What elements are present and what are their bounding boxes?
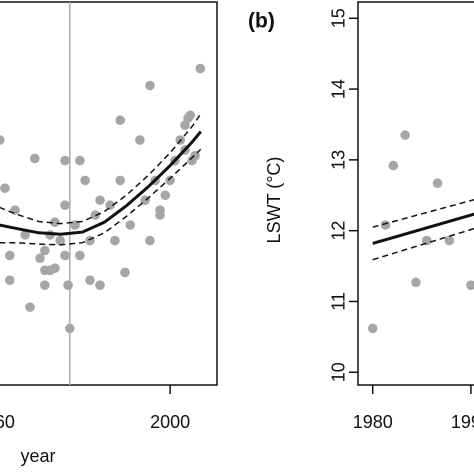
data-point	[388, 160, 399, 171]
y-tick-label: 10	[329, 362, 349, 382]
data-point	[421, 235, 432, 246]
data-point	[4, 250, 15, 261]
data-point	[367, 323, 378, 334]
lower-ci	[372, 227, 474, 261]
data-point	[466, 280, 474, 290]
panel-label: (b)	[248, 10, 275, 33]
data-point	[135, 135, 145, 145]
data-point	[400, 130, 410, 140]
data-point	[0, 135, 5, 145]
data-point	[85, 275, 95, 286]
data-point	[145, 235, 155, 246]
data-point	[105, 200, 115, 210]
plot-frame	[0, 1, 218, 386]
data-point	[20, 230, 30, 240]
data-point	[75, 250, 85, 261]
data-point	[115, 175, 125, 186]
y-tick-label: 15	[329, 8, 349, 28]
data-point	[40, 245, 50, 256]
data-point	[125, 220, 136, 230]
y-axis-label: LSWT (°C)	[264, 157, 284, 244]
data-point	[165, 175, 175, 186]
data-point	[115, 115, 125, 126]
data-point	[95, 195, 105, 206]
data-point	[50, 217, 60, 227]
data-point	[411, 277, 421, 288]
y-tick-label: 13	[329, 150, 349, 170]
data-point	[65, 323, 75, 334]
data-point	[60, 155, 70, 166]
data-point	[120, 267, 130, 278]
upper-ci	[372, 198, 474, 228]
y-tick-label: 12	[329, 221, 349, 241]
fit-line	[372, 212, 474, 245]
data-point	[195, 63, 206, 74]
data-point	[160, 190, 171, 201]
data-point	[60, 250, 70, 261]
plot-frame	[357, 1, 474, 386]
data-point	[444, 235, 455, 246]
data-point	[0, 183, 10, 193]
data-point	[4, 275, 15, 286]
data-point	[185, 110, 196, 121]
fit-line	[0, 130, 202, 236]
data-point	[10, 205, 20, 215]
data-point	[432, 178, 443, 189]
data-point	[60, 200, 70, 210]
data-point	[50, 263, 60, 273]
data-point	[40, 280, 50, 290]
data-point	[75, 155, 85, 166]
x-tick-label: 1980	[353, 412, 393, 432]
upper-ci	[0, 113, 202, 225]
y-tick-label: 11	[329, 292, 349, 311]
data-point	[155, 205, 165, 215]
data-point	[55, 235, 65, 246]
x-axis-label: year	[20, 446, 55, 466]
data-point	[95, 280, 105, 290]
data-point	[35, 253, 45, 264]
data-point	[380, 220, 391, 230]
data-point	[80, 175, 90, 186]
x-tick-label: 1990	[451, 412, 474, 432]
data-point	[63, 280, 73, 290]
x-tick-label: 2000	[150, 412, 190, 432]
x-tick-label: 1960	[0, 412, 15, 432]
data-point	[145, 80, 155, 91]
data-point	[110, 235, 120, 246]
data-point	[25, 302, 35, 312]
y-tick-label: 14	[329, 79, 349, 99]
data-point	[29, 153, 40, 164]
lower-ci	[0, 148, 202, 246]
